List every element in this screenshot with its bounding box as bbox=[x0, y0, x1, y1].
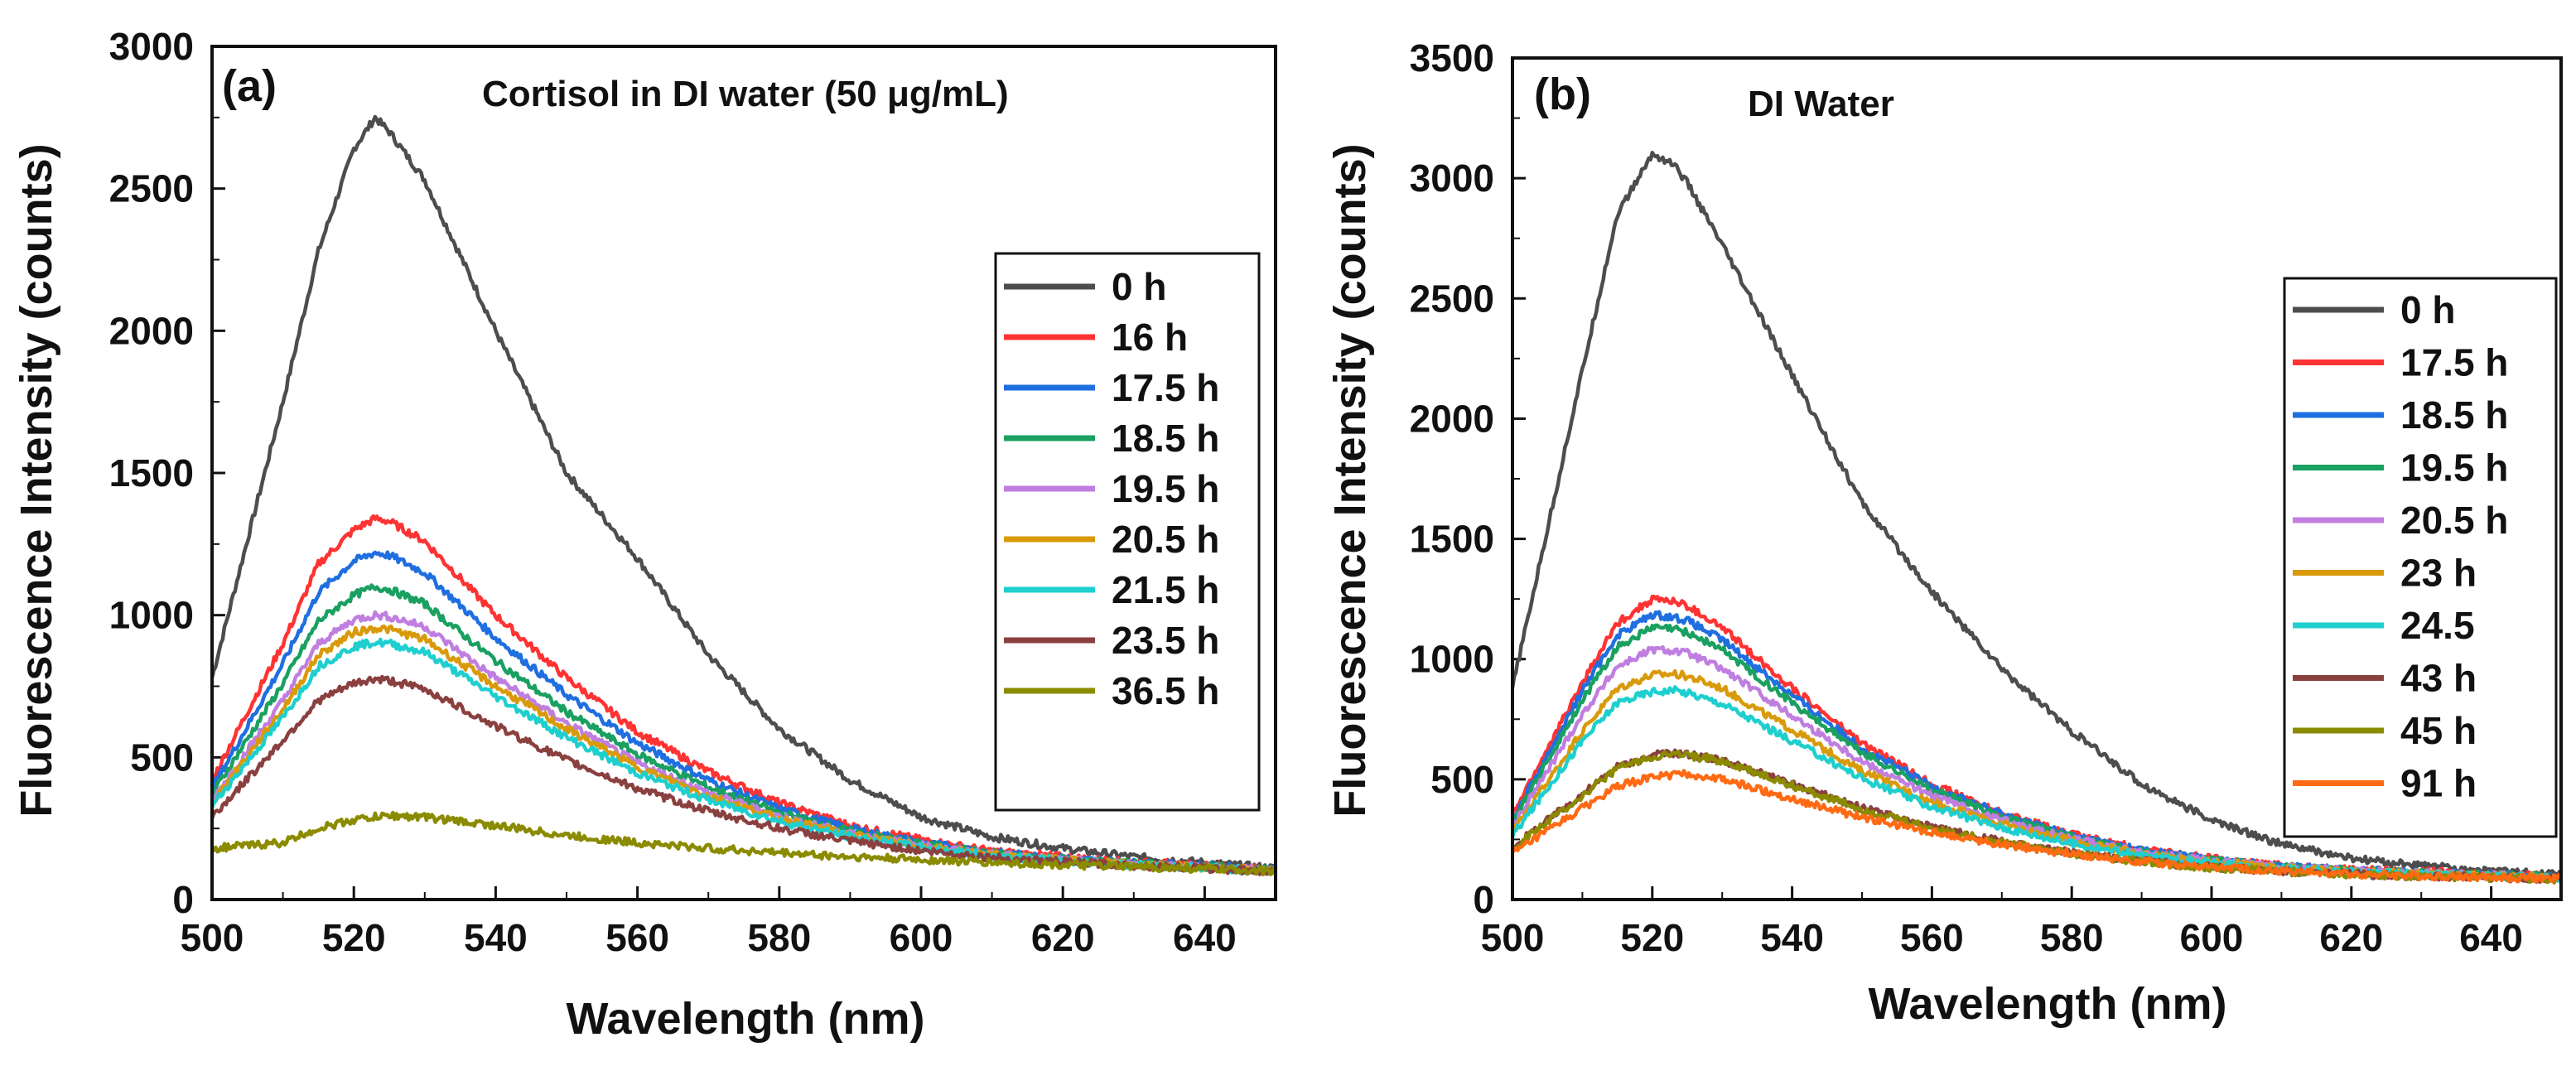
panel-b-x-tick-label: 580 bbox=[2040, 916, 2104, 959]
panel-a-series-line bbox=[210, 514, 1276, 876]
panel-b-legend-box bbox=[2283, 277, 2558, 838]
panel-b-y-tick-label: 2500 bbox=[1410, 277, 1494, 320]
panel-a-series-line bbox=[210, 114, 1277, 873]
panel-b-y-tick-label: 1000 bbox=[1410, 638, 1494, 681]
panel-b-x-tick-label: 520 bbox=[1620, 916, 1684, 959]
panel-a-x-tick-label: 640 bbox=[1173, 916, 1237, 959]
panel-a-y-tick-label: 1000 bbox=[109, 594, 194, 637]
panel-a-title: Cortisol in DI water (50 μg/mL) bbox=[482, 74, 1009, 114]
panel-b-x-tick-label: 540 bbox=[1760, 916, 1824, 959]
panel-a-y-tick-label: 2500 bbox=[109, 167, 194, 210]
panel-a-y-tick-label: 1500 bbox=[109, 451, 194, 494]
panel-b-series-line bbox=[1510, 151, 2564, 880]
panel-b-plot-frame bbox=[1511, 56, 2563, 901]
panel-a-legend-label: 18.5 h bbox=[1112, 417, 1219, 460]
panel-a-y-axis-title: Fluorescence Intensity (counts) bbox=[12, 143, 61, 817]
panel-b-ticks: 500 520 540 560 580 600 620 6400500100015002000… bbox=[1410, 36, 2523, 959]
panel-a-series-line bbox=[210, 674, 1277, 876]
panel-b-x-tick-label: 560 bbox=[1900, 916, 1964, 959]
panel-a-legend-label: 36.5 h bbox=[1112, 669, 1219, 712]
panel-b-legend-label: 20.5 h bbox=[2400, 499, 2508, 542]
panel-b-legend-label: 0 h bbox=[2400, 288, 2455, 331]
panel-b-series-line bbox=[1511, 769, 2564, 884]
panel-b-y-tick-label: 3000 bbox=[1410, 157, 1494, 200]
panel-a-x-tick-label: 600 bbox=[890, 916, 953, 959]
panel-a-legend-box bbox=[994, 252, 1261, 812]
panel-a-legend-label: 20.5 h bbox=[1112, 518, 1219, 561]
panel-b-y-tick-label: 500 bbox=[1430, 758, 1494, 801]
panel-b-x-tick-label: 500 bbox=[1481, 916, 1545, 959]
panel-b-legend-label: 91 h bbox=[2400, 762, 2477, 805]
panel-a-y-tick-label: 2000 bbox=[109, 309, 194, 352]
panel-b-chart: (b) DI Water Wavelength (nm) Fluorescenc… bbox=[1325, 36, 2564, 1029]
panel-b-legend-label: 45 h bbox=[2400, 709, 2477, 752]
panel-a-y-tick-label: 3000 bbox=[109, 25, 194, 68]
panel-b-legend-label: 23 h bbox=[2400, 552, 2477, 595]
panel-a-x-tick-label: 580 bbox=[747, 916, 811, 959]
panel-a-x-tick-label: 520 bbox=[322, 916, 386, 959]
panel-a-x-tick-label: 500 bbox=[181, 916, 244, 959]
panel-b-title: DI Water bbox=[1748, 84, 1894, 124]
panel-a-x-tick-label: 560 bbox=[605, 916, 669, 959]
panel-a-legend-label: 21.5 h bbox=[1112, 568, 1219, 611]
panel-a-letter: (a) bbox=[222, 61, 277, 111]
panel-b-y-tick-label: 0 bbox=[1473, 878, 1494, 921]
panel-b-legend-label: 43 h bbox=[2400, 657, 2477, 700]
panel-b-legend-label: 17.5 h bbox=[2400, 341, 2508, 384]
panel-a-legend: 0 h 16 h 17.5 h 18.5 h 19.5 h 20.5 h 21.5 h 23.… bbox=[994, 252, 1261, 812]
panel-a-lines bbox=[210, 114, 1278, 877]
panel-b-lines bbox=[1510, 151, 2564, 885]
panel-a-plot-frame bbox=[210, 45, 1277, 901]
panel-b-y-axis-title: Fluorescence Intensity (counts) bbox=[1325, 143, 1375, 817]
panel-a-x-axis-title: Wavelength (nm) bbox=[566, 994, 924, 1044]
panel-a-x-tick-label: 540 bbox=[464, 916, 528, 959]
panel-b-legend-label: 18.5 h bbox=[2400, 393, 2508, 437]
panel-b-x-axis-title: Wavelength (nm) bbox=[1868, 979, 2226, 1029]
panel-a-series-line bbox=[210, 810, 1276, 877]
panel-b-legend: 0 h 17.5 h 18.5 h 19.5 h 20.5 h 23 h 24.5 43 h 4… bbox=[2283, 277, 2558, 838]
panel-a-legend-label: 17.5 h bbox=[1112, 366, 1219, 409]
panel-a-y-tick-label: 500 bbox=[130, 736, 194, 779]
panel-a-legend-label: 0 h bbox=[1112, 265, 1166, 308]
panel-b-x-tick-label: 600 bbox=[2180, 916, 2244, 959]
panel-b-legend-label: 19.5 h bbox=[2400, 446, 2508, 490]
panel-b-y-tick-label: 1500 bbox=[1410, 518, 1494, 561]
panel-a-legend-label: 16 h bbox=[1112, 316, 1188, 359]
panel-a-x-tick-label: 620 bbox=[1031, 916, 1095, 959]
panel-b-x-tick-label: 640 bbox=[2459, 916, 2523, 959]
panel-b-y-tick-label: 3500 bbox=[1410, 36, 1494, 80]
panel-b-x-tick-label: 620 bbox=[2319, 916, 2383, 959]
panel-b-letter: (b) bbox=[1534, 70, 1591, 119]
panel-a-legend-label: 23.5 h bbox=[1112, 619, 1219, 662]
panel-a-legend-label: 19.5 h bbox=[1112, 467, 1219, 510]
panel-b-legend-label: 24.5 bbox=[2400, 604, 2475, 647]
panel-a-y-tick-label: 0 bbox=[172, 878, 194, 921]
panel-b-y-tick-label: 2000 bbox=[1410, 397, 1494, 440]
panel-a-chart: (a) Cortisol in DI water (50 μg/mL) Wave… bbox=[12, 25, 1278, 1044]
panel-a-ticks: 500 520 540 560 580 600 620 6400500100015002000… bbox=[109, 25, 1237, 959]
